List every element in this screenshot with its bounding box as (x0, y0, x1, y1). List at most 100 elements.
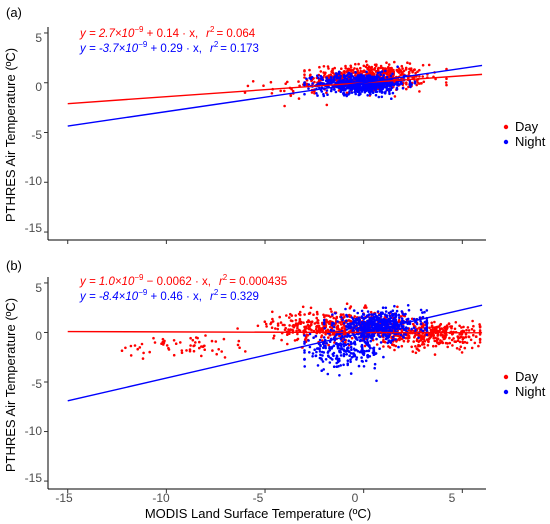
data-point (368, 86, 371, 90)
data-point (289, 93, 293, 97)
data-point (363, 86, 367, 90)
data-point (362, 75, 366, 78)
equation-prefix: y = 2.7×10 (79, 28, 135, 40)
data-point (325, 89, 329, 92)
data-point (470, 327, 474, 331)
data-point (378, 323, 382, 327)
data-point (443, 337, 447, 340)
data-point (338, 321, 342, 324)
data-point (449, 325, 452, 328)
data-point (478, 323, 481, 326)
y-tick-label: -15 (25, 221, 43, 235)
data-point (416, 70, 419, 73)
data-point (368, 355, 372, 358)
data-point (308, 332, 312, 336)
data-point (198, 340, 201, 344)
data-point (415, 83, 419, 87)
data-point (426, 344, 430, 347)
data-point (279, 321, 283, 324)
data-point (406, 304, 410, 307)
data-point (387, 317, 390, 321)
data-point (418, 316, 422, 319)
data-point (436, 334, 440, 337)
data-point (478, 337, 482, 341)
data-point (385, 72, 389, 76)
data-point (465, 328, 468, 332)
legend-swatch-night (503, 139, 509, 145)
data-point (454, 321, 458, 324)
data-point (356, 69, 360, 72)
data-point (307, 319, 310, 322)
data-point (326, 354, 330, 358)
data-point (391, 91, 395, 95)
r2-value: = 0.000435 (229, 276, 287, 288)
data-point (368, 326, 371, 330)
data-point (350, 348, 353, 352)
y-axis-label-b: PTHRES Air Temperature (ºC) (3, 298, 18, 472)
x-tick-label: -15 (55, 491, 73, 505)
data-point (310, 91, 314, 94)
data-point (407, 339, 410, 343)
data-point (358, 336, 361, 339)
data-point (333, 88, 336, 91)
data-point (336, 320, 339, 323)
data-point (471, 319, 474, 323)
data-point (315, 324, 319, 328)
equation-exponent: −9 (138, 288, 148, 297)
data-point (136, 347, 139, 351)
data-point (430, 321, 434, 325)
data-point (369, 82, 373, 85)
data-point (349, 360, 352, 364)
data-point (283, 323, 286, 327)
data-point (425, 338, 429, 341)
data-point (328, 320, 332, 323)
data-point (328, 345, 332, 349)
data-point (425, 329, 429, 332)
data-point (384, 69, 387, 73)
data-point (444, 81, 448, 84)
data-point (419, 334, 423, 338)
r2-value: = 0.173 (220, 43, 259, 55)
data-point (313, 92, 316, 95)
data-point (335, 365, 339, 369)
data-point (360, 356, 363, 359)
data-point (363, 306, 366, 309)
data-point (384, 310, 388, 313)
data-point (460, 351, 464, 354)
data-point (395, 309, 399, 313)
data-point (283, 104, 286, 108)
data-point (363, 84, 367, 88)
data-point (407, 308, 411, 312)
data-point (303, 81, 306, 84)
data-point (462, 329, 466, 333)
data-point (454, 340, 458, 344)
data-point (140, 342, 144, 346)
data-point (425, 309, 429, 312)
data-point (353, 335, 357, 338)
data-point (349, 340, 353, 344)
data-point (313, 322, 317, 325)
data-point (303, 357, 306, 361)
data-point (397, 345, 400, 349)
data-point (344, 319, 348, 323)
data-point (351, 317, 355, 321)
data-point (346, 363, 350, 367)
data-point (367, 349, 371, 353)
data-point (396, 65, 399, 68)
y-tick-label: 5 (35, 281, 42, 295)
scatter-points (243, 60, 448, 108)
data-point (324, 71, 327, 75)
data-point (337, 71, 341, 75)
x-axis-label: MODIS Land Surface Temperature (ºC) (145, 506, 371, 521)
data-point (373, 63, 377, 67)
data-point (350, 322, 353, 326)
data-point (352, 309, 356, 312)
data-point (188, 349, 192, 353)
data-point (309, 77, 313, 81)
data-point (353, 74, 357, 77)
data-point (387, 71, 390, 74)
data-point (368, 91, 372, 95)
data-point (388, 314, 392, 318)
data-point (124, 346, 127, 350)
data-point (338, 374, 341, 377)
